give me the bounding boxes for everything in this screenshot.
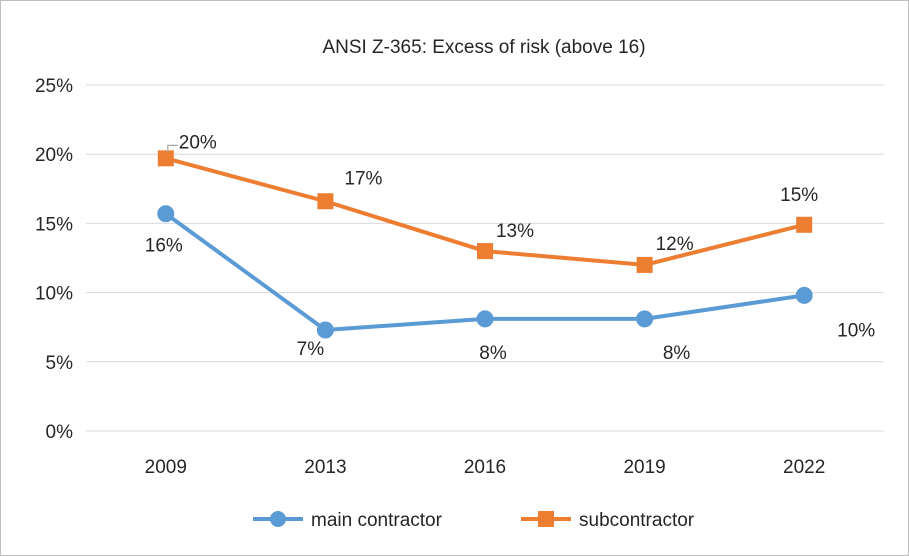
- data-label: 7%: [297, 339, 325, 360]
- y-tick-label: 15%: [35, 214, 73, 235]
- data-label: 16%: [145, 236, 183, 257]
- data-label: 13%: [496, 221, 534, 242]
- data-point: [157, 205, 175, 223]
- x-axis-ticks: 2009 2013 2016 2019 2022: [145, 457, 826, 478]
- x-tick-label: 2013: [304, 457, 346, 478]
- data-label: 20%: [179, 132, 217, 153]
- data-point: [476, 310, 494, 328]
- y-tick-label: 20%: [35, 145, 73, 166]
- data-point: [316, 321, 334, 339]
- chart-title: ANSI Z-365: Excess of risk (above 16): [322, 37, 645, 58]
- data-point: [636, 256, 653, 273]
- data-point: [796, 216, 813, 233]
- x-tick-label: 2019: [623, 457, 665, 478]
- y-tick-label: 5%: [46, 353, 74, 374]
- legend-label: subcontractor: [579, 510, 695, 531]
- label-leader-line: [167, 144, 178, 153]
- legend-marker: [538, 511, 554, 527]
- y-tick-label: 0%: [46, 422, 74, 443]
- data-point: [157, 150, 174, 167]
- x-tick-label: 2009: [145, 457, 187, 478]
- data-label: 8%: [663, 343, 691, 364]
- y-tick-label: 10%: [35, 284, 73, 305]
- data-label: 17%: [344, 168, 382, 189]
- data-label: 15%: [780, 185, 818, 206]
- legend: main contractor subcontractor: [253, 510, 695, 531]
- series-layer: [157, 150, 813, 339]
- data-point: [636, 310, 654, 328]
- data-point: [317, 193, 334, 210]
- x-tick-label: 2022: [783, 457, 825, 478]
- y-axis-ticks: 0% 5% 10% 15% 20% 25%: [35, 76, 73, 443]
- legend-marker: [270, 511, 286, 527]
- data-label: 12%: [656, 234, 694, 255]
- gridlines: [86, 84, 884, 432]
- legend-label: main contractor: [311, 510, 443, 531]
- data-point: [477, 243, 493, 260]
- data-label: 10%: [837, 320, 875, 341]
- y-tick-label: 25%: [35, 76, 73, 97]
- data-labels: 16% 7% 8% 8% 10% 20% 17% 13% 12% 15%: [145, 132, 876, 364]
- data-point: [795, 286, 813, 304]
- data-label: 8%: [479, 343, 507, 364]
- x-tick-label: 2016: [464, 457, 506, 478]
